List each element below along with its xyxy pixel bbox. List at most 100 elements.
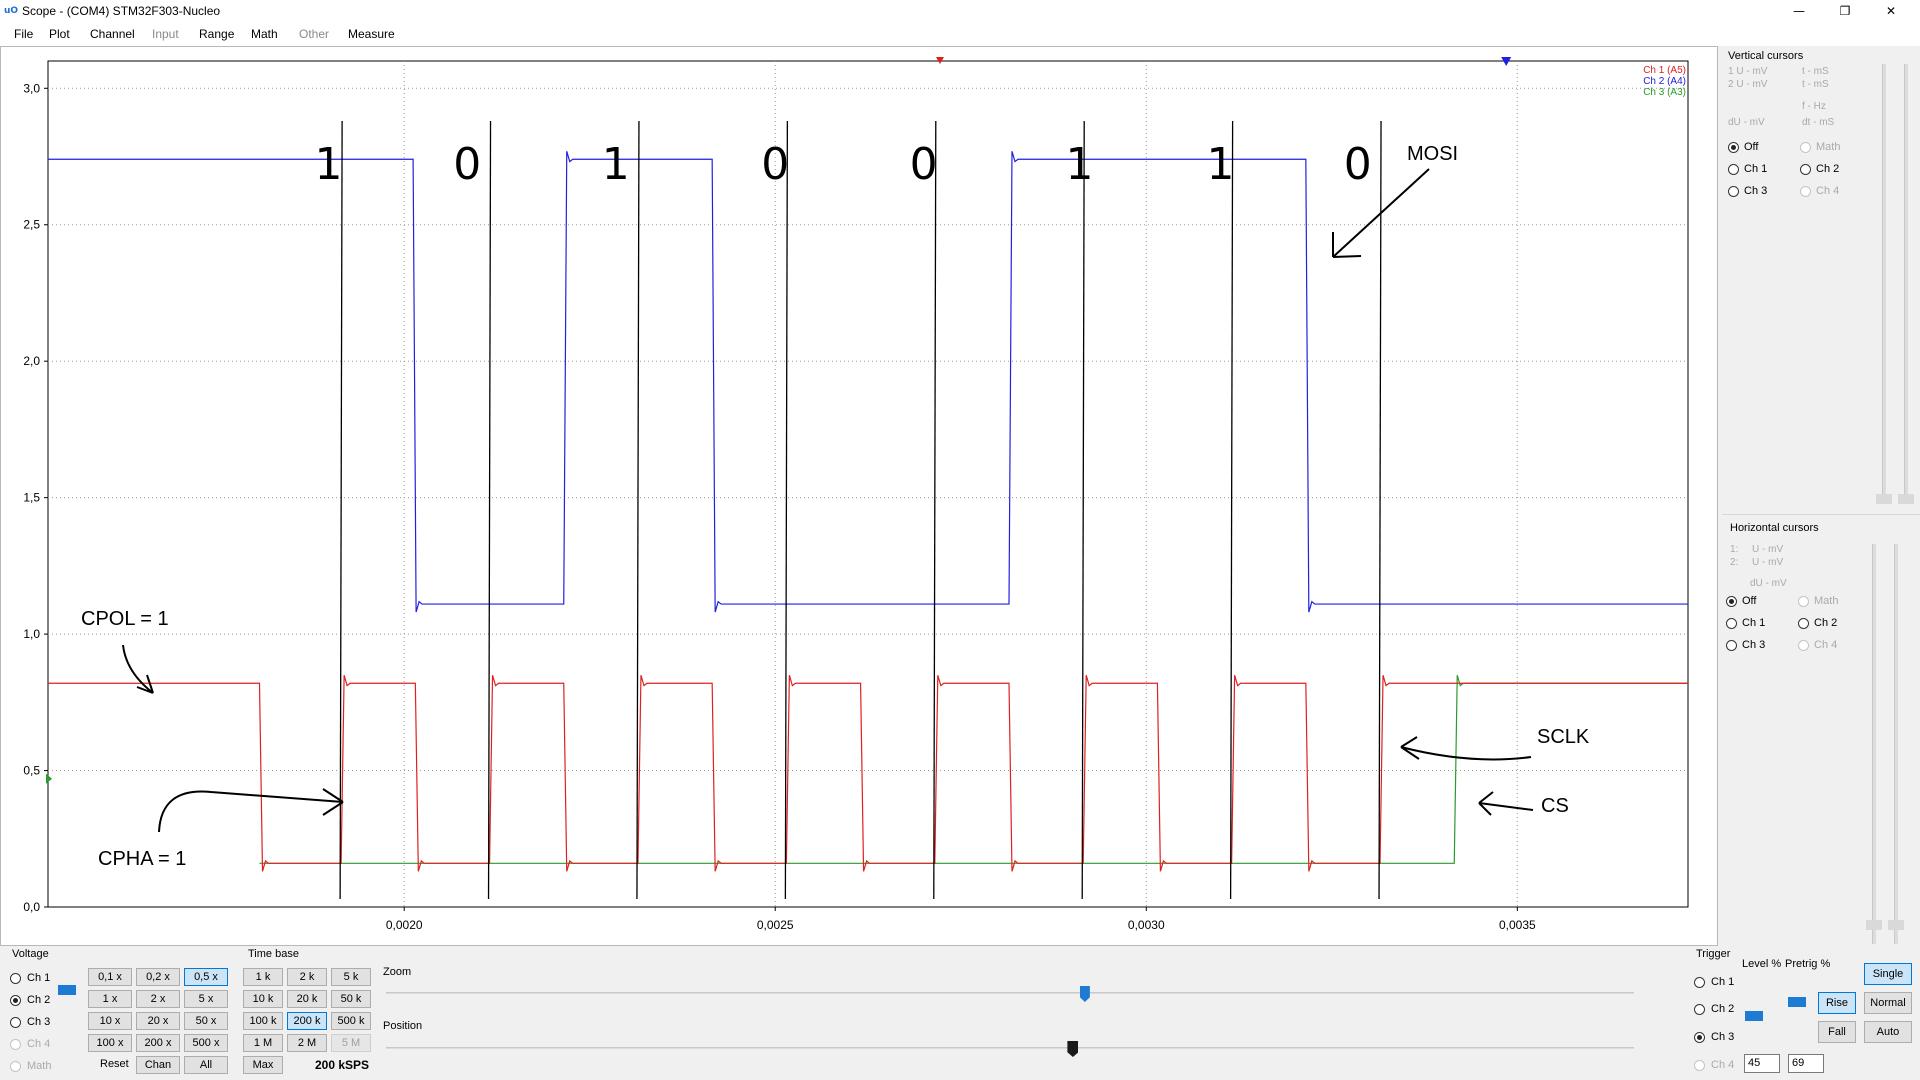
voltage-ch3-radio[interactable] bbox=[10, 1017, 21, 1028]
trigger-title: Trigger bbox=[1696, 948, 1731, 960]
scope-canvas[interactable]: 0,0 0,5 1,0 1,5 2,0 2,5 3,0 0,0020 0,0025 0,0030 0… bbox=[1, 47, 1717, 945]
tb-2k-button[interactable]: 2 k bbox=[287, 968, 327, 986]
maximize-button[interactable]: ❐ bbox=[1839, 4, 1851, 18]
hc-slider-2-track[interactable] bbox=[1894, 544, 1898, 944]
voltage-title: Voltage bbox=[12, 948, 49, 960]
tb-10k-button[interactable]: 10 k bbox=[243, 990, 283, 1008]
hc-off-radio[interactable] bbox=[1726, 596, 1737, 607]
bit-label: 0 bbox=[1344, 139, 1372, 190]
vc-slider-2-track[interactable] bbox=[1904, 64, 1908, 504]
menu-measure[interactable]: Measure bbox=[348, 27, 395, 41]
scale-0-5x-button[interactable]: 0,5 x bbox=[184, 968, 228, 986]
tb-5m-button[interactable]: 5 M bbox=[331, 1034, 371, 1052]
zoom-slider-thumb[interactable] bbox=[1079, 986, 1090, 1002]
vc-slider-1-track[interactable] bbox=[1882, 64, 1886, 504]
trigger-ch1-radio[interactable] bbox=[1694, 977, 1705, 988]
scale-10x-button[interactable]: 10 x bbox=[88, 1012, 132, 1030]
voltage-math-radio[interactable] bbox=[10, 1061, 21, 1072]
tb-20k-button[interactable]: 20 k bbox=[287, 990, 327, 1008]
trigger-normal-button[interactable]: Normal bbox=[1864, 992, 1912, 1014]
tb-max-button[interactable]: Max bbox=[243, 1056, 283, 1074]
bit-label: 1 bbox=[315, 139, 343, 190]
hc-slider-1-thumb[interactable] bbox=[1866, 920, 1882, 930]
trigger-ch4-radio[interactable] bbox=[1694, 1060, 1705, 1071]
scope-plot[interactable]: 0,0 0,5 1,0 1,5 2,0 2,5 3,0 0,0020 0,0025 0,0030 0… bbox=[0, 46, 1718, 946]
hc-slider-1-track[interactable] bbox=[1872, 544, 1876, 944]
sample-line bbox=[1378, 120, 1382, 900]
trigger-single-button[interactable]: Single bbox=[1864, 963, 1912, 985]
position-slider-thumb[interactable] bbox=[1067, 1041, 1079, 1057]
hc-ch3-radio[interactable] bbox=[1726, 640, 1737, 651]
trigger-ch2-radio[interactable] bbox=[1694, 1004, 1705, 1015]
tb-100k-button[interactable]: 100 k bbox=[243, 1012, 283, 1030]
tb-500k-button[interactable]: 500 k bbox=[331, 1012, 371, 1030]
menu-plot[interactable]: Plot bbox=[49, 27, 70, 41]
scale-0-2x-button[interactable]: 0,2 x bbox=[136, 968, 180, 986]
menu-math[interactable]: Math bbox=[251, 27, 278, 41]
trigger-pretrig-input[interactable]: 69 bbox=[1788, 1054, 1824, 1073]
minimize-button[interactable]: — bbox=[1793, 4, 1805, 18]
hc-readout-du: dU - mV bbox=[1750, 578, 1787, 589]
trigger-auto-button[interactable]: Auto bbox=[1864, 1021, 1912, 1043]
trigger-ch3-radio[interactable] bbox=[1694, 1032, 1705, 1043]
scale-0-1x-button[interactable]: 0,1 x bbox=[88, 968, 132, 986]
menu-other[interactable]: Other bbox=[299, 27, 330, 41]
zoom-slider-track[interactable] bbox=[386, 992, 1634, 994]
sclk-label: SCLK bbox=[1537, 726, 1590, 748]
vc-ch2-radio[interactable] bbox=[1800, 164, 1811, 175]
menu-file[interactable]: File bbox=[14, 27, 34, 41]
voltage-ch1-radio[interactable] bbox=[10, 973, 21, 984]
scale-100x-button[interactable]: 100 x bbox=[88, 1034, 132, 1052]
scale-500x-button[interactable]: 500 x bbox=[184, 1034, 228, 1052]
hc-ch2-radio[interactable] bbox=[1798, 618, 1809, 629]
hc-readout-2: 2: bbox=[1730, 557, 1739, 568]
sample-line bbox=[487, 120, 492, 900]
menu-range[interactable]: Range bbox=[199, 27, 235, 41]
close-button[interactable]: ✕ bbox=[1885, 4, 1897, 18]
tb-1k-button[interactable]: 1 k bbox=[243, 968, 283, 986]
vc-ch4-radio[interactable] bbox=[1800, 186, 1811, 197]
vc-math-label: Math bbox=[1816, 141, 1841, 153]
voltage-reset-button[interactable]: Reset bbox=[100, 1058, 129, 1070]
voltage-ch4-radio[interactable] bbox=[10, 1039, 21, 1050]
voltage-chan-button[interactable]: Chan bbox=[136, 1056, 180, 1074]
menu-bar: File Plot Channel Input Range Math Other… bbox=[0, 22, 1920, 46]
vc-slider-1-thumb[interactable] bbox=[1876, 494, 1892, 504]
trigger-level-input[interactable]: 45 bbox=[1744, 1054, 1780, 1073]
bit-label: 1 bbox=[1206, 139, 1234, 190]
vc-math-radio[interactable] bbox=[1800, 142, 1811, 153]
tb-5k-button[interactable]: 5 k bbox=[331, 968, 371, 986]
trigger-rise-button[interactable]: Rise bbox=[1818, 992, 1856, 1014]
tb-50k-button[interactable]: 50 k bbox=[331, 990, 371, 1008]
voltage-offset-thumb[interactable] bbox=[58, 985, 76, 995]
vc-slider-2-thumb[interactable] bbox=[1898, 494, 1914, 504]
position-slider-track[interactable] bbox=[386, 1047, 1634, 1049]
voltage-all-button[interactable]: All bbox=[184, 1056, 228, 1074]
cs-label: CS bbox=[1541, 795, 1569, 817]
menu-input[interactable]: Input bbox=[152, 27, 179, 41]
vc-ch4-label: Ch 4 bbox=[1816, 185, 1840, 197]
vc-ch3-radio[interactable] bbox=[1728, 186, 1739, 197]
trigger-pretrig-thumb[interactable] bbox=[1788, 997, 1806, 1007]
sample-rate-readout: 200 kSPS bbox=[315, 1058, 370, 1072]
tb-200k-button[interactable]: 200 k bbox=[287, 1012, 327, 1030]
trigger-level-thumb[interactable] bbox=[1745, 1011, 1763, 1021]
hc-math-radio[interactable] bbox=[1798, 596, 1809, 607]
vc-ch1-radio[interactable] bbox=[1728, 164, 1739, 175]
trigger-fall-button[interactable]: Fall bbox=[1818, 1021, 1856, 1043]
scale-200x-button[interactable]: 200 x bbox=[136, 1034, 180, 1052]
scale-50x-button[interactable]: 50 x bbox=[184, 1012, 228, 1030]
voltage-ch2-radio[interactable] bbox=[10, 995, 21, 1006]
scale-2x-button[interactable]: 2 x bbox=[136, 990, 180, 1008]
scale-1x-button[interactable]: 1 x bbox=[88, 990, 132, 1008]
tb-2m-button[interactable]: 2 M bbox=[287, 1034, 327, 1052]
menu-channel[interactable]: Channel bbox=[90, 27, 135, 41]
vc-off-radio[interactable] bbox=[1728, 142, 1739, 153]
scale-20x-button[interactable]: 20 x bbox=[136, 1012, 180, 1030]
hc-ch4-radio[interactable] bbox=[1798, 640, 1809, 651]
tb-1m-button[interactable]: 1 M bbox=[243, 1034, 283, 1052]
scale-5x-button[interactable]: 5 x bbox=[184, 990, 228, 1008]
scope-app-icon: uO bbox=[4, 6, 19, 16]
hc-ch1-radio[interactable] bbox=[1726, 618, 1737, 629]
hc-slider-2-thumb[interactable] bbox=[1888, 920, 1904, 930]
